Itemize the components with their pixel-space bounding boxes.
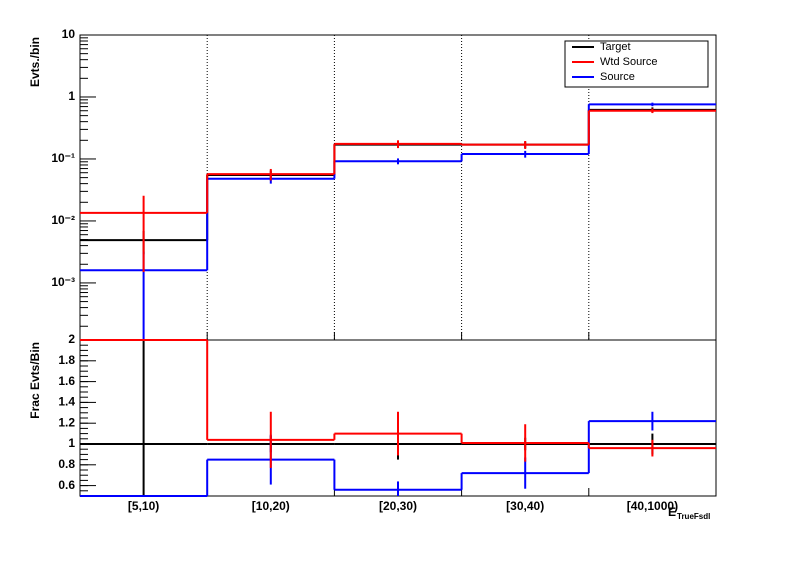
y-tick-label: 0.6	[58, 478, 75, 492]
legend-box	[564, 40, 709, 88]
legend-label: Wtd Source	[600, 56, 657, 68]
y-tick-label: 0.8	[58, 457, 75, 471]
y-tick-label: 1	[68, 89, 75, 103]
x-tick-label: [10,20)	[252, 499, 290, 513]
y-tick-label: 1	[68, 436, 75, 450]
x-tick-label: [20,30)	[379, 499, 417, 513]
y-tick-label: 10⁻¹	[51, 151, 75, 165]
y-tick-label: 1.2	[58, 415, 75, 429]
x-tick-label: [5,10)	[128, 499, 159, 513]
y-axis-label: Evts./bin	[28, 37, 42, 87]
y-tick-label: 1.8	[58, 353, 75, 367]
x-tick-label: [40,1000)	[627, 499, 678, 513]
x-tick-label: [30,40)	[506, 499, 544, 513]
y-tick-label: 2	[68, 332, 75, 346]
y-tick-label: 1.6	[58, 374, 75, 388]
x-axis-label-sub: TrueFsdl	[677, 512, 710, 521]
y-tick-label: 1.4	[58, 395, 75, 409]
legend: Target Wtd Source Source	[564, 40, 709, 88]
legend-label: Source	[600, 71, 635, 83]
legend-label: Target	[600, 41, 631, 53]
y-tick-label: 10	[62, 27, 76, 41]
y-axis-label: Frac Evts/Bin	[28, 342, 42, 419]
y-tick-label: 10⁻²	[51, 213, 75, 227]
x-axis-label: E	[668, 505, 676, 519]
y-tick-label: 10⁻³	[51, 275, 75, 289]
